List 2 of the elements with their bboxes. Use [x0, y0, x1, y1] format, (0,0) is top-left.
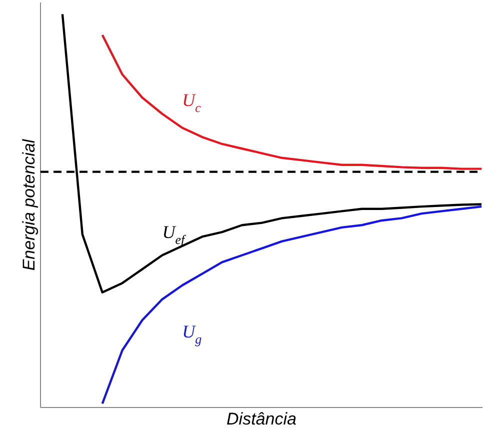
x-axis-title: Distância [226, 410, 296, 428]
y-axis-title: Energia potencial [20, 138, 38, 271]
